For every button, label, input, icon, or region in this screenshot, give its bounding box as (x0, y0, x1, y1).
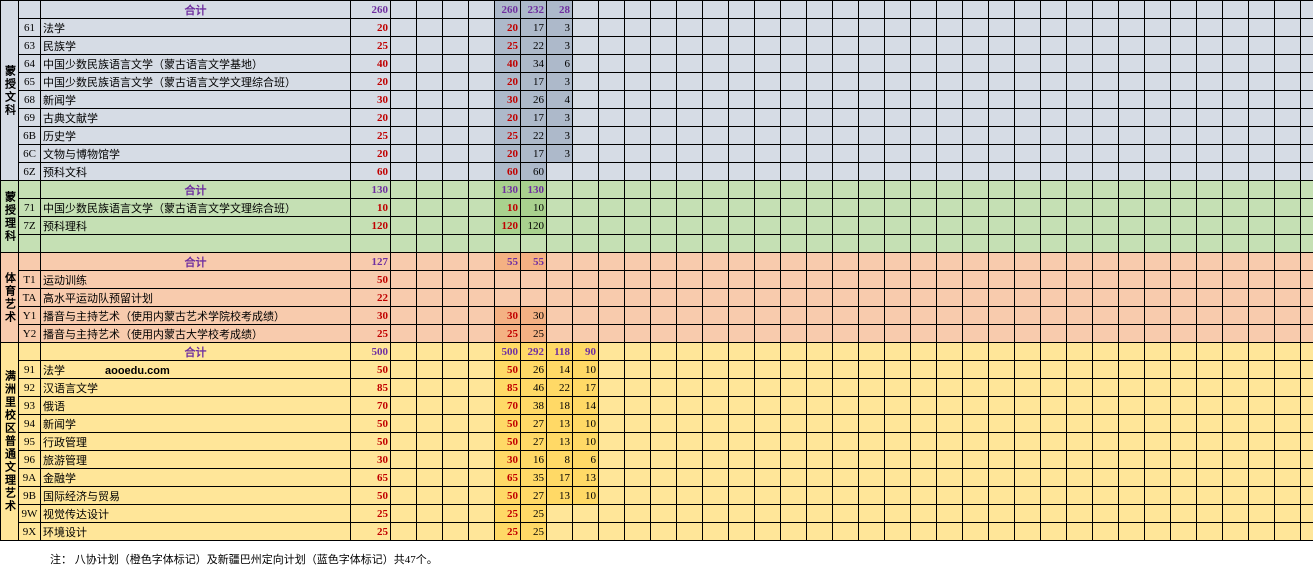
table-row: 95行政管理5050271310 (1, 433, 1313, 451)
table-row: 71中国少数民族语言文学（蒙古语言文学文理综合班）101010 (1, 199, 1313, 217)
table-row: 92汉语言文学8585462217 (1, 379, 1313, 397)
table-row: 6C文物与博物馆学2020173 (1, 145, 1313, 163)
enrollment-table: 蒙授文科合计2602602322861法学202017363民族学2525223… (0, 0, 1313, 541)
table-row: 9A金融学6565351713 (1, 469, 1313, 487)
table-row: 96旅游管理30301686 (1, 451, 1313, 469)
section-s3-label: 体育艺术 (1, 253, 19, 343)
table-row: 94新闻学5050271310 (1, 415, 1313, 433)
section-s1-label: 蒙授文科 (1, 1, 19, 181)
table-row: 7Z预科理科120120120 (1, 217, 1313, 235)
table-row: 91法学aooedu.com5050261410 (1, 361, 1313, 379)
section-s2-label: 蒙授理科 (1, 181, 19, 253)
table-row: 6B历史学2525223 (1, 127, 1313, 145)
table-row: T1运动训练5050 (1, 271, 1313, 289)
table-row: 65中国少数民族语言文学（蒙古语言文学文理综合班）2020173 (1, 73, 1313, 91)
table-row: 69古典文献学2020173 (1, 109, 1313, 127)
table-row: 61法学2020173 (1, 19, 1313, 37)
table-row: 68新闻学3030264 (1, 91, 1313, 109)
table-row: 6Z预科文科606060 (1, 163, 1313, 181)
table-row: Y1播音与主持艺术（使用内蒙古艺术学院校考成绩）303030 (1, 307, 1313, 325)
table-row: 64中国少数民族语言文学（蒙古语言文学基地）4040346 (1, 55, 1313, 73)
table-row: Y2播音与主持艺术（使用内蒙古大学校考成绩）252525 (1, 325, 1313, 343)
table-row: 93俄语7070381814 (1, 397, 1313, 415)
table-row: 9B国际经济与贸易5050271310 (1, 487, 1313, 505)
table-row: 9W视觉传达设计252525 (1, 505, 1313, 523)
section-s4-label: 满洲里校区普通文理艺术 (1, 343, 19, 541)
footnote: 注： 八协计划（橙色字体标记）及新疆巴州定向计划（蓝色字体标记）共47个。 (0, 541, 1313, 567)
table-row: 63民族学2525223 (1, 37, 1313, 55)
table-row: 9X环境设计252525 (1, 523, 1313, 541)
table-row: TA高水平运动队预留计划2222 (1, 289, 1313, 307)
